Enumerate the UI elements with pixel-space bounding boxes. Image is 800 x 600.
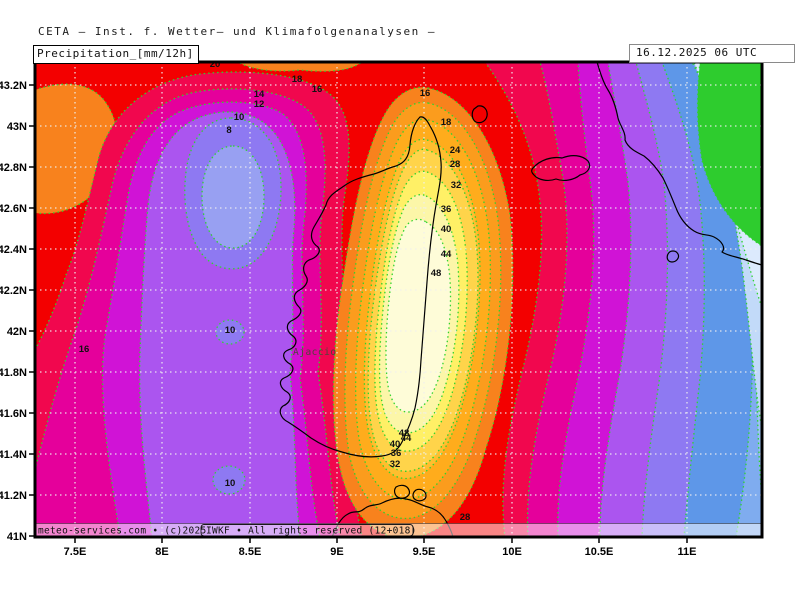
- contour-label: 16: [79, 344, 90, 355]
- contour-label: 40: [390, 439, 401, 450]
- contour-label: 10: [225, 325, 236, 336]
- contour-label: 10: [234, 112, 245, 123]
- agency-title: CETA — Inst. f. Wetter— und Klimafolgena…: [38, 25, 437, 38]
- contour-label: 44: [441, 249, 452, 260]
- contour-label: 36: [441, 204, 452, 215]
- city-label-ajaccio: Ajaccio: [293, 347, 337, 358]
- contour-label: 16: [420, 88, 431, 99]
- contour-label: 28: [450, 159, 461, 170]
- lat-tick-label: 42.6N: [0, 203, 27, 215]
- lat-tick-label: 42.8N: [0, 162, 27, 174]
- lat-tick-label: 41.2N: [0, 490, 27, 502]
- coast-sardinia: [331, 497, 454, 537]
- contour-label: 14: [254, 89, 265, 100]
- contour-label: 36: [391, 448, 402, 459]
- band-periwinkle-core: [201, 145, 265, 249]
- lon-tick-label: 8E: [155, 546, 168, 558]
- contour-label: 18: [441, 117, 452, 128]
- contour-label: 18: [292, 74, 303, 85]
- contour-label: 8: [226, 125, 231, 136]
- product-label-box: Precipitation_[mm/12h]: [33, 45, 199, 64]
- lon-tick-label: 8.5E: [239, 546, 262, 558]
- lon-tick-label: 7.5E: [64, 546, 87, 558]
- lat-tick-label: 43.2N: [0, 80, 27, 92]
- lon-tick-label: 10.5E: [585, 546, 614, 558]
- coast-montecristo: [666, 250, 680, 263]
- datetime-box: 16.12.2025 06 UTC: [629, 44, 795, 63]
- band-violet-spot-1: [215, 319, 245, 345]
- contour-label: 12: [254, 99, 265, 110]
- watermark-text: meteo-services.com • (c)2025: [38, 526, 207, 537]
- contour-label: 16: [312, 84, 323, 95]
- contour-label: 20: [210, 59, 221, 70]
- watermark-boxed-text: IWKF • All rights reserved (12+018): [206, 526, 417, 537]
- lat-tick-label: 42N: [7, 326, 27, 338]
- lat-tick-label: 42.2N: [0, 285, 27, 297]
- band-storm-48-core: [385, 218, 452, 413]
- contour-label: 24: [450, 145, 461, 156]
- contour-label: 44: [401, 433, 412, 444]
- contour-label: 40: [441, 224, 452, 235]
- band-orange-top-sliver: [236, 62, 364, 72]
- lat-tick-label: 42.4N: [0, 244, 27, 256]
- lon-tick-label: 9E: [330, 546, 343, 558]
- band-violet-spot-2: [212, 465, 246, 495]
- lat-tick-label: 43N: [7, 121, 27, 133]
- contour-label: 48: [431, 268, 442, 279]
- map-frame: [33, 60, 764, 539]
- contour-label: 32: [451, 180, 462, 191]
- coast-corsica: [279, 116, 442, 458]
- contour-label: 28: [460, 512, 471, 523]
- lon-tick-label: 10E: [502, 546, 522, 558]
- lat-tick-label: 41N: [7, 531, 27, 543]
- axis-ticks: [29, 84, 688, 543]
- lat-tick-label: 41.8N: [0, 367, 27, 379]
- contour-label: 32: [390, 459, 401, 470]
- coast-capraia: [471, 105, 488, 124]
- coast-maddalena-2: [412, 488, 427, 502]
- lon-tick-label: 11E: [678, 546, 697, 558]
- lat-tick-label: 41.6N: [0, 408, 27, 420]
- band-green-corner: [696, 62, 762, 247]
- contour-label: 10: [225, 478, 236, 489]
- lon-tick-label: 9.5E: [413, 546, 436, 558]
- coastlines: [279, 62, 762, 537]
- lat-tick-label: 41.4N: [0, 449, 27, 461]
- graticule: [35, 62, 762, 537]
- coast-elba: [531, 155, 591, 181]
- contour-label: 48: [399, 428, 410, 439]
- watermark-band: [35, 523, 762, 537]
- coast-maddalena-1: [394, 484, 411, 499]
- coast-italy: [596, 62, 762, 266]
